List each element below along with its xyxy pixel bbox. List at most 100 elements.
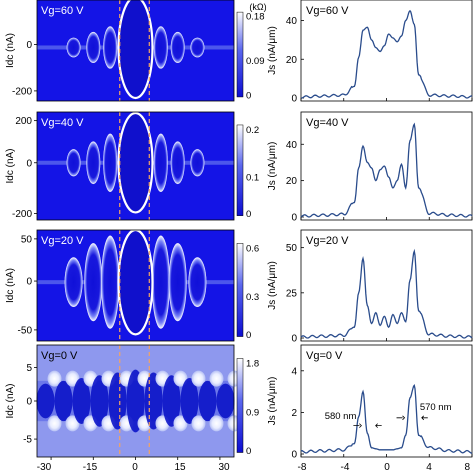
side-lobe (151, 235, 170, 329)
gate-label: Vg=20 V (41, 235, 84, 247)
line-gate-label: Vg=60 V (306, 5, 349, 17)
colorbar (236, 124, 244, 216)
panel-1: Vg=60 V Idc (nA) 0 -200 0.18 0.09 0 40 20 0 Js (nA… (5, 0, 473, 105)
gate-label: Vg=0 V (41, 350, 78, 362)
colorbar-tick: 0.6 (246, 243, 259, 254)
side-lobe (153, 26, 168, 69)
lobe (198, 380, 217, 422)
left-y-label: Idc (nA) (5, 383, 16, 418)
heatmap-frame (36, 229, 235, 342)
heatmap (36, 228, 235, 342)
colorbar (236, 11, 244, 98)
lobe (90, 375, 109, 427)
side-lobe (84, 243, 103, 322)
colorbar (236, 358, 244, 453)
right-y-tick: 0 (291, 94, 297, 105)
right-x-tick: 8 (464, 462, 470, 473)
colorbar-tick: 0.9 (246, 408, 259, 419)
left-y-tick: -200 (12, 209, 32, 220)
right-y-tick: 20 (286, 176, 298, 187)
left-x-tick: -30 (37, 462, 52, 473)
right-y-tick: 40 (286, 140, 298, 151)
bright-spot (209, 370, 224, 387)
left-y-tick: 200 (15, 116, 32, 127)
right-x-tick: 0 (384, 462, 390, 473)
heatmap-frame (36, 111, 235, 221)
line-gate-label: Vg=40 V (306, 117, 349, 129)
colorbar-tick: 0 (246, 446, 251, 457)
left-y-tick: 0 (26, 40, 32, 51)
left-y-tick: -50 (18, 325, 33, 336)
bright-spot (65, 370, 80, 387)
lobe (216, 383, 235, 419)
line-gate-label: Vg=0 V (306, 350, 343, 362)
js-curve (300, 122, 473, 218)
bright-spot (173, 370, 188, 387)
line-plot: 4 2 0 Js (nA/μm) Vg=0 V 580 nm 570 nm (267, 344, 473, 461)
side-lobe (64, 257, 83, 308)
left-y-tick: 0 (26, 397, 32, 408)
arrow-marker (375, 423, 382, 428)
right-x-tick: -4 (341, 462, 350, 473)
lobe (162, 375, 181, 427)
right-y-label: Js (nA/μm) (267, 142, 278, 191)
left-y-label: Idc (nA) (5, 33, 16, 68)
js-curve (300, 248, 473, 339)
colorbar-tick: 0 (246, 209, 251, 220)
left-x-ticks: -30 -15 0 15 30 (37, 462, 230, 473)
right-y-tick: 0 (291, 450, 297, 461)
side-lobe (190, 37, 205, 58)
central-lobe (117, 111, 154, 214)
right-x-tick: 4 (426, 462, 432, 473)
line-plot: 40 20 0 Js (nA/μm) Vg=40 V (267, 111, 473, 224)
line-plot: 40 20 0 Js (nA/μm) Vg=60 V (267, 0, 473, 105)
panel-4: Vg=0 V Idc (nA) 5 0 -5 1.8 0.9 0 4 2 0 Js (nA/μm) Vg… (5, 344, 473, 461)
colorbar-tick: 0.18 (246, 12, 265, 23)
left-y-tick: 0 (26, 158, 32, 169)
left-x-tick: 30 (218, 462, 230, 473)
left-y-tick: 50 (21, 234, 33, 245)
lobe (72, 378, 91, 424)
bright-spot (47, 415, 62, 432)
lobe (126, 369, 145, 433)
side-lobe (190, 149, 205, 177)
right-y-tick: 25 (286, 288, 298, 299)
central-lobe (117, 0, 154, 100)
bright-spot (209, 415, 224, 432)
line-plot-frame (300, 111, 473, 221)
width-annotation: 570 nm (420, 402, 452, 413)
right-y-label: Js (nA/μm) (267, 26, 278, 75)
side-lobe (188, 257, 207, 308)
bright-spot (173, 415, 188, 432)
line-plot: 50 25 0 Js (nA/μm) Vg=20 V (267, 229, 473, 345)
left-y-tick: -200 (12, 86, 32, 97)
bright-spot (191, 415, 206, 432)
heatmap-frame (36, 0, 235, 102)
left-y-tick: 5 (26, 363, 32, 374)
central-lobe (117, 228, 154, 336)
js-curve (301, 9, 473, 99)
side-lobe (101, 235, 120, 329)
line-plot-frame (300, 344, 473, 458)
right-y-label: Js (nA/μm) (267, 261, 278, 310)
colorbar (236, 243, 244, 337)
left-x-tick: 15 (174, 462, 186, 473)
right-x-ticks: -8 -4 0 4 8 (298, 462, 471, 473)
lobe (180, 378, 199, 424)
left-x-tick: -15 (83, 462, 98, 473)
colorbar-tick: 0.2 (246, 125, 259, 136)
gate-label: Vg=60 V (41, 5, 84, 17)
heatmap (36, 0, 235, 102)
left-y-label: Idc (nA) (5, 268, 16, 303)
side-lobe (170, 141, 185, 185)
left-y-tick: 0 (26, 277, 32, 288)
right-y-label: Js (nA/μm) (267, 377, 278, 426)
side-lobe (153, 133, 168, 192)
heatmap (36, 111, 235, 221)
left-x-tick: 0 (132, 462, 138, 473)
side-lobe (66, 37, 81, 58)
width-annotation: 580 nm (325, 411, 357, 422)
js-curve (300, 383, 473, 454)
right-y-tick: 20 (286, 55, 298, 66)
